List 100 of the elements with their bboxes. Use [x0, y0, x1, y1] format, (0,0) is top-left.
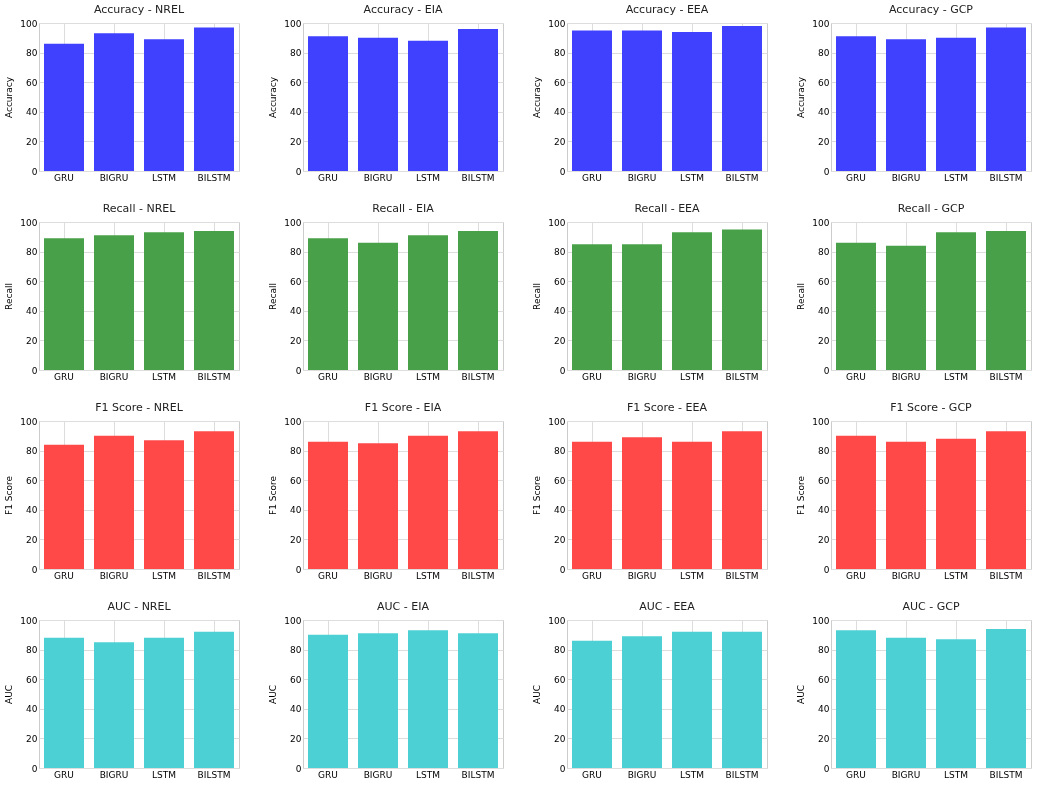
y-tick-label: 100 [284, 615, 302, 626]
y-tick-label: 80 [554, 645, 566, 656]
x-tick-label: BIGRU [891, 769, 921, 780]
y-axis-title: AUC [796, 684, 807, 705]
x-tick-label: GRU [846, 172, 866, 183]
y-axis-title: F1 Score [268, 475, 279, 515]
x-tick-label: BIGRU [363, 371, 393, 382]
y-tick-label: 40 [818, 704, 830, 715]
y-tick-label: 100 [812, 217, 830, 228]
y-tick-label: 80 [290, 247, 302, 258]
y-tick-label: 40 [290, 704, 302, 715]
bar [572, 441, 612, 569]
y-tick-label: 100 [548, 217, 566, 228]
chart-title: Accuracy - EIA [363, 3, 443, 16]
bar [572, 244, 612, 370]
y-tick-label: 40 [290, 306, 302, 317]
y-tick-label: 60 [818, 276, 830, 287]
x-tick-label: GRU [54, 371, 74, 382]
x-tick-label: BILSTM [197, 769, 231, 780]
bar [986, 27, 1026, 171]
y-tick-label: 100 [812, 615, 830, 626]
y-tick-label: 0 [31, 365, 38, 376]
y-tick-label: 40 [26, 505, 38, 516]
chart-title: F1 Score - EIA [364, 401, 442, 414]
x-tick-label: LSTM [944, 172, 968, 183]
y-tick-label: 20 [818, 534, 830, 545]
bar [358, 37, 398, 171]
x-tick-label: BILSTM [725, 570, 759, 581]
x-tick-label: LSTM [680, 570, 704, 581]
y-tick-label: 20 [290, 534, 302, 545]
x-tick-label: BILSTM [725, 172, 759, 183]
bar [408, 435, 448, 569]
bar [986, 431, 1026, 569]
y-tick-label: 100 [812, 18, 830, 29]
x-tick-label: BIGRU [627, 371, 657, 382]
x-tick-label: BILSTM [461, 172, 495, 183]
y-tick-label: 100 [284, 18, 302, 29]
y-axis-title: Accuracy [532, 76, 543, 119]
bar [936, 232, 976, 370]
bar [44, 444, 84, 569]
y-tick-label: 0 [823, 166, 830, 177]
y-tick-label: 20 [818, 335, 830, 346]
bar [886, 39, 926, 171]
y-tick-label: 80 [26, 48, 38, 59]
y-tick-label: 60 [818, 77, 830, 88]
y-tick-label: 60 [26, 674, 38, 685]
bar [672, 232, 712, 370]
y-tick-label: 0 [295, 166, 302, 177]
bar [622, 437, 662, 569]
y-tick-label: 20 [290, 335, 302, 346]
x-tick-label: BIGRU [363, 172, 393, 183]
y-tick-label: 20 [26, 534, 38, 545]
y-tick-label: 80 [290, 446, 302, 457]
chart-title: AUC - NREL [107, 600, 172, 613]
chart-title: F1 Score - NREL [95, 401, 184, 414]
bar [886, 245, 926, 370]
bar [622, 244, 662, 370]
bar [194, 27, 234, 171]
y-tick-label: 0 [823, 564, 830, 575]
y-tick-label: 60 [26, 475, 38, 486]
y-tick-label: 0 [31, 166, 38, 177]
y-axis-title: Recall [796, 283, 807, 310]
x-tick-label: GRU [582, 769, 602, 780]
y-tick-label: 100 [548, 615, 566, 626]
bar [144, 39, 184, 171]
y-axis-title: Accuracy [268, 76, 279, 119]
bar [358, 242, 398, 370]
y-tick-label: 80 [290, 645, 302, 656]
bar [986, 230, 1026, 370]
chart-title: F1 Score - EEA [626, 401, 708, 414]
chart-title: Recall - EIA [372, 202, 435, 215]
y-tick-label: 40 [554, 704, 566, 715]
bar [408, 40, 448, 171]
x-tick-label: GRU [318, 371, 338, 382]
y-tick-label: 100 [548, 18, 566, 29]
y-tick-label: 60 [554, 674, 566, 685]
y-axis-title: Accuracy [4, 76, 15, 119]
y-tick-label: 40 [26, 107, 38, 118]
y-tick-label: 20 [554, 534, 566, 545]
x-tick-label: GRU [846, 570, 866, 581]
y-tick-label: 60 [26, 276, 38, 287]
y-tick-label: 40 [290, 107, 302, 118]
x-tick-label: GRU [54, 172, 74, 183]
y-tick-label: 40 [818, 107, 830, 118]
x-tick-label: LSTM [152, 371, 176, 382]
y-tick-label: 40 [290, 505, 302, 516]
y-tick-label: 40 [554, 505, 566, 516]
chart-title: Recall - NREL [102, 202, 177, 215]
y-tick-label: 80 [26, 247, 38, 258]
x-tick-label: LSTM [416, 570, 440, 581]
x-tick-label: BILSTM [461, 371, 495, 382]
y-tick-label: 60 [290, 276, 302, 287]
bar [44, 43, 84, 171]
y-tick-label: 60 [818, 475, 830, 486]
y-tick-label: 20 [26, 733, 38, 744]
y-tick-label: 0 [31, 763, 38, 774]
bar [936, 438, 976, 569]
x-tick-label: BILSTM [989, 371, 1023, 382]
bar [94, 435, 134, 569]
y-tick-label: 80 [554, 446, 566, 457]
